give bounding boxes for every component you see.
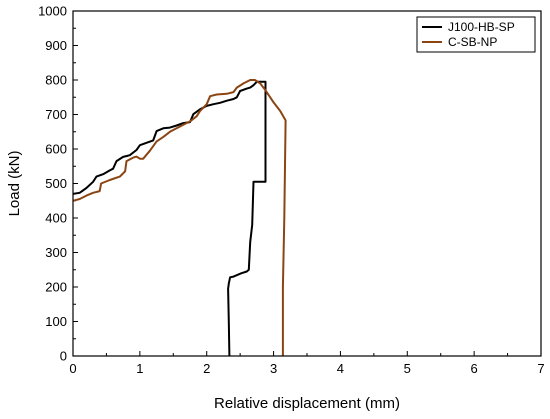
y-tick-label: 900 [45,38,67,53]
x-tick-label: 4 [337,361,344,376]
legend-label: C-SB-NP [448,35,497,49]
y-tick-label: 700 [45,107,67,122]
y-tick-label: 600 [45,142,67,157]
series-line-1 [72,79,287,356]
y-tick-label: 100 [45,314,67,329]
y-tick-label: 200 [45,280,67,295]
legend-label: J100-HB-SP [448,20,515,34]
y-tick-label: 400 [45,211,67,226]
x-tick-label: 5 [404,361,411,376]
legend: J100-HB-SPC-SB-NP [416,16,536,53]
series-line-0 [72,80,267,357]
tick-labels: 0 1 2 3 4 5 6 7 0 100 200 300 400 500 600 700 800 900 1000 [38,4,545,377]
x-tick-label: 6 [471,361,478,376]
x-tick-label: 1 [136,361,143,376]
y-tick-label: 500 [45,176,67,191]
x-tick-label: 0 [69,361,76,376]
x-tick-label: 2 [203,361,210,376]
y-tick-label: 1000 [38,4,67,19]
plot-frame [72,10,542,357]
y-tick-label: 300 [45,245,67,260]
y-axis-title: Load (kN) [6,151,23,217]
legend-box [416,16,536,53]
y-tick-label: 800 [45,73,67,88]
x-tick-label: 3 [270,361,277,376]
x-axis-title: Relative displacement (mm) [214,395,400,412]
y-tick-label: 0 [60,349,67,364]
axis-ticks [72,10,542,357]
series-lines [72,79,287,357]
x-tick-label: 7 [537,361,544,376]
